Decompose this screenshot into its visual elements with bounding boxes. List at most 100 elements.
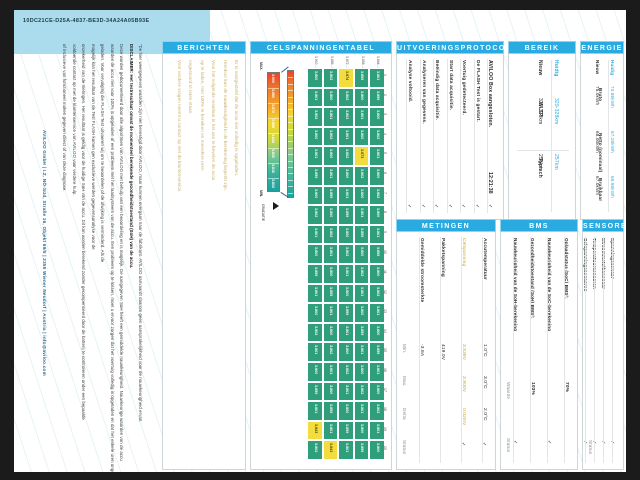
cell-voltage-value: 3.860 bbox=[329, 149, 334, 159]
cell-voltage-value: 3.861 bbox=[360, 208, 365, 218]
metingen-divider-3 bbox=[419, 237, 420, 463]
scale-divider-5 bbox=[268, 148, 279, 149]
panel-title-uitvoeringsprotocol: UITVOERINGSPROTOCOL bbox=[396, 41, 510, 54]
pack-gradient-bar bbox=[287, 70, 294, 198]
cell-voltage-box bbox=[322, 68, 339, 88]
cell-voltage-box bbox=[338, 264, 354, 284]
cell-voltage-value: 3.861 bbox=[313, 345, 318, 355]
cell-voltage-box bbox=[353, 420, 370, 441]
gradatie-marker-icon bbox=[273, 202, 279, 210]
cell-voltage-box bbox=[322, 205, 339, 225]
cell-row-label-0: 1 bbox=[383, 74, 387, 76]
cell-voltage-value: 3.860 bbox=[313, 188, 318, 198]
cell-voltage-value: 3.859 bbox=[313, 267, 318, 277]
cell-voltage-box bbox=[338, 401, 354, 421]
cell-voltage-box bbox=[369, 126, 385, 147]
cell-voltage-box bbox=[307, 283, 323, 304]
cell-voltage-box bbox=[307, 185, 323, 206]
cell-voltage-value: 3.860 bbox=[375, 267, 380, 277]
cell-voltage-box bbox=[353, 205, 370, 225]
cell-voltage-box bbox=[353, 322, 370, 343]
cell-voltage-box bbox=[353, 381, 370, 402]
cell-voltage-box bbox=[369, 381, 385, 402]
cell-voltage-value: 3.862 bbox=[375, 188, 380, 198]
cell-voltage-box bbox=[338, 283, 354, 304]
cell-voltage-box bbox=[338, 126, 354, 147]
protocol-divider-0 bbox=[487, 59, 488, 213]
cell-voltage-value: 3.861 bbox=[344, 188, 349, 198]
cell-voltage-value: 3.862 bbox=[329, 345, 334, 355]
scale-label-1: 3.886 bbox=[271, 89, 275, 98]
cell-voltage-box bbox=[369, 264, 385, 284]
scale-label-7: 3.802 bbox=[271, 179, 275, 188]
cell-voltage-box bbox=[353, 126, 370, 147]
cell-voltage-box bbox=[322, 362, 339, 382]
panel-body-bms: Waarde Status Oplaadstatus (SoC) BMS²: 70% N… bbox=[500, 232, 578, 470]
bms-divider-3 bbox=[513, 237, 514, 463]
panel-title-bereik: BEREIK bbox=[508, 41, 576, 54]
protocol-divider-2 bbox=[460, 59, 461, 213]
protocol-step-2: Voertuig gedetecteerd. bbox=[461, 60, 466, 115]
cell-voltage-box bbox=[322, 224, 339, 245]
cell-voltage-value: 3.860 bbox=[313, 71, 318, 81]
cell-voltage-box bbox=[322, 87, 339, 108]
bereik-value-0-0: 329-328km bbox=[553, 98, 559, 125]
disclaimer-line-6: onzekerheid van de metingen. Het resulta… bbox=[81, 44, 86, 420]
pack-tick-10 bbox=[288, 135, 293, 136]
cell-voltage-box bbox=[322, 322, 339, 343]
scale-divider-4 bbox=[268, 133, 279, 134]
cell-voltage-value: 3.861 bbox=[375, 365, 380, 375]
cell-voltage-value: 3.860 bbox=[344, 286, 349, 296]
pack-tick-1 bbox=[288, 77, 293, 79]
cell-voltage-box bbox=[338, 87, 354, 108]
cell-voltage-value: 3.860 bbox=[344, 404, 349, 414]
cell-row-label-12: 13 bbox=[383, 309, 387, 314]
bereik-row-label-1: Nieuw bbox=[537, 60, 543, 76]
energie-row-label-1: Nieuw bbox=[595, 60, 600, 75]
cell-voltage-value: 3.861 bbox=[329, 423, 334, 434]
cell-voltage-value: 3.859 bbox=[313, 384, 318, 394]
panel-body-berichten: Er is vastgesteld dat de accu niet volle… bbox=[162, 54, 246, 470]
metingen-divider-0 bbox=[482, 237, 483, 463]
cell-voltage-value: 3.860 bbox=[313, 247, 318, 257]
cell-voltage-box bbox=[369, 68, 385, 88]
protocol-divider-6 bbox=[406, 59, 407, 213]
cell-voltage-box bbox=[322, 166, 339, 186]
cell-voltage-value: 3.861 bbox=[329, 247, 334, 257]
cell-voltage-value: 3.861 bbox=[360, 286, 365, 296]
cell-voltage-value: 3.860 bbox=[360, 306, 365, 316]
cell-voltage-box bbox=[307, 87, 323, 108]
cell-voltage-value: 3.859 bbox=[375, 345, 380, 355]
panel-uitvoeringsprotocol: UITVOERINGSPROTOCOL AVILOO Box aangeslot… bbox=[396, 41, 510, 220]
disclaimer-line-7: voldoende contact op met de klantenservi… bbox=[71, 44, 77, 196]
metingen-col-header-0: Min. bbox=[402, 344, 407, 354]
cell-voltage-value: 3.862 bbox=[313, 325, 318, 336]
cell-voltage-box bbox=[322, 264, 339, 284]
cell-voltage-value: 3.860 bbox=[329, 208, 334, 218]
cell-voltage-value: 3.862 bbox=[329, 129, 334, 140]
cell-voltage-value: 3.862 bbox=[375, 286, 380, 296]
cell-voltage-box bbox=[322, 303, 339, 323]
cell-voltage-box bbox=[338, 322, 354, 343]
cell-voltage-value: 3.860 bbox=[360, 423, 365, 434]
bericht-line-4: ongestoord te laten staan. bbox=[188, 60, 193, 115]
cell-voltage-box bbox=[338, 205, 354, 225]
panel-berichten: BERICHTEN Er is vastgesteld dat de accu … bbox=[162, 41, 246, 470]
cell-row-label-18: 19 bbox=[383, 426, 387, 431]
panel-metingen: METINGEN Min. Max. Delta Status Accutemperat… bbox=[396, 219, 496, 470]
metingen-divider-1 bbox=[461, 237, 462, 463]
sensoren-divider-0 bbox=[612, 237, 613, 463]
pack-tick-5 bbox=[288, 103, 293, 104]
cell-voltage-box bbox=[353, 264, 370, 284]
cell-voltage-box bbox=[369, 205, 385, 225]
pack-tick-8 bbox=[288, 122, 293, 124]
cell-voltage-box bbox=[353, 107, 370, 127]
cell-voltage-box bbox=[369, 185, 385, 206]
cell-voltage-value: 3.860 bbox=[344, 169, 349, 179]
cell-voltage-box bbox=[353, 440, 370, 460]
cell-voltage-box bbox=[307, 322, 323, 343]
cell-voltage-value: 3.873 bbox=[360, 149, 365, 159]
cell-row-label-1: 2 bbox=[383, 93, 387, 96]
bereik-divider bbox=[551, 60, 552, 212]
